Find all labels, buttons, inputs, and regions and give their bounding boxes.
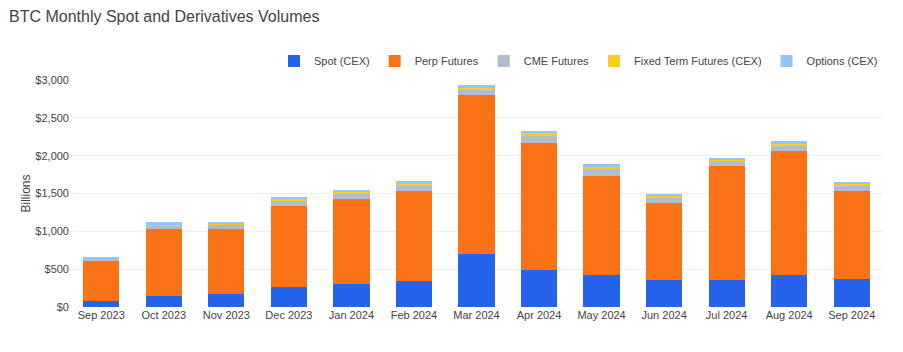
svg-text:Nov 2023: Nov 2023 [203,309,250,321]
svg-text:Sep 2023: Sep 2023 [78,309,125,321]
svg-text:$3,000: $3,000 [35,74,69,86]
svg-text:Billions: Billions [19,174,33,212]
svg-text:Fixed Term Futures (CEX): Fixed Term Futures (CEX) [634,55,762,67]
svg-text:Oct 2023: Oct 2023 [141,309,186,321]
svg-text:Feb 2024: Feb 2024 [391,309,437,321]
svg-text:$1,000: $1,000 [35,225,69,237]
svg-text:Jan 2024: Jan 2024 [329,309,374,321]
svg-text:$0: $0 [57,301,69,313]
svg-text:Dec 2023: Dec 2023 [265,309,312,321]
svg-text:$1,500: $1,500 [35,187,69,199]
svg-text:$2,500: $2,500 [35,112,69,124]
svg-text:Sep 2024: Sep 2024 [828,309,875,321]
svg-text:May 2024: May 2024 [577,309,625,321]
svg-text:Jul 2024: Jul 2024 [706,309,748,321]
svg-text:$2,000: $2,000 [35,150,69,162]
svg-text:Apr 2024: Apr 2024 [517,309,562,321]
svg-text:Spot (CEX): Spot (CEX) [314,55,370,67]
svg-text:Jun 2024: Jun 2024 [641,309,686,321]
svg-text:BTC Monthly Spot and Derivativ: BTC Monthly Spot and Derivatives Volumes [9,8,319,25]
svg-text:Mar 2024: Mar 2024 [453,309,499,321]
svg-text:Perp Futures: Perp Futures [415,55,479,67]
svg-text:Aug 2024: Aug 2024 [766,309,813,321]
svg-text:$500: $500 [45,263,69,275]
svg-text:Options (CEX): Options (CEX) [807,55,878,67]
svg-text:CME Futures: CME Futures [524,55,589,67]
